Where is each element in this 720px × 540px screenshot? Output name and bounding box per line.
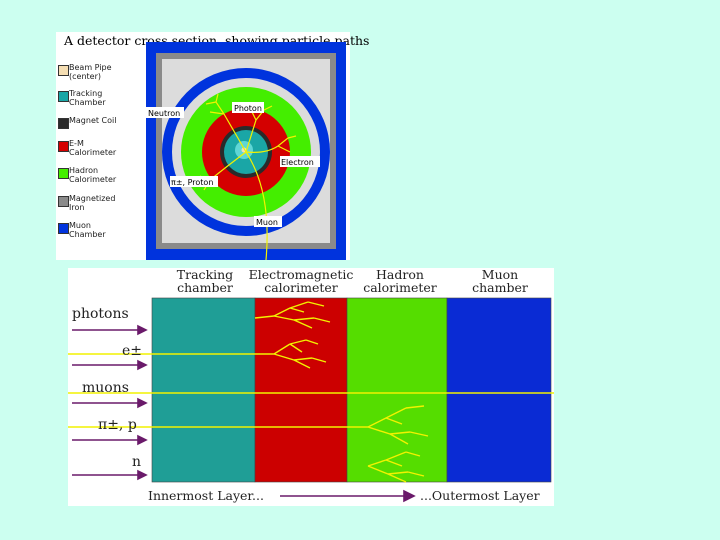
legend-item-magnet-coil: Magnet Coil [56,116,126,144]
electron-label: Electron [281,158,314,167]
column-header-line1: Tracking [176,267,234,282]
legend-sublabel: Chamber [69,230,106,239]
neutron-label: Neutron [148,109,180,118]
legend-swatch [58,141,69,152]
pion-proton-label: π±, Proton [171,178,213,187]
legend-label: Magnet Coil [69,116,117,125]
outermost-layer-label: ...Outermost Layer [420,488,540,503]
row-label-pions-protons: π±, p [98,417,137,433]
legend-swatch [58,91,69,102]
photon-label: Photon [234,104,262,113]
innermost-layer-label: Innermost Layer... [148,488,264,503]
legend-label: Muon [69,221,91,230]
column-header-tracking: Tracking chamber [152,268,258,294]
detector-drawing: Neutron Photon Electron π±, Proton Muon [146,42,346,260]
electron-track [245,135,297,153]
legend-item-tracking-chamber: Tracking Chamber [56,89,126,117]
legend-label: Tracking [69,89,103,98]
legend-label: Beam Pipe [69,63,112,72]
legend-sublabel: Iron [69,203,85,212]
legend-swatch [58,168,69,179]
tracking-chamber-column [151,297,256,483]
neutron-shower [367,451,425,483]
row-label-muons: muons [82,380,129,396]
column-header-line2: calorimeter [363,280,437,295]
legend-swatch [58,223,69,234]
legend-item-hadron-calorimeter: Hadron Calorimeter [56,166,126,194]
photon-track [245,105,273,153]
hadron-calorimeter-column [346,297,448,483]
column-header-hadron: Hadron calorimeter [350,268,450,294]
legend-item-magnetized-iron: Magnetized Iron [56,194,126,222]
legend-sublabel: (center) [69,72,101,81]
legend-label: Hadron [69,166,99,175]
legend-item-em-calorimeter: E-M Calorimeter [56,139,126,167]
legend-sublabel: Calorimeter [69,148,117,157]
legend-swatch [58,196,69,207]
column-header-line2: chamber [177,280,233,295]
electron-shower [68,339,327,369]
legend-sublabel: Calorimeter [69,175,117,184]
muon-chamber-column [446,297,552,483]
muon-track [245,151,268,260]
column-header-line1: Hadron [376,267,424,282]
legend-label: Magnetized [69,194,116,203]
column-header-line1: Electromagnetic [248,267,354,282]
column-header-muon: Muon chamber [450,268,550,294]
muon-label: Muon [256,218,278,227]
neutron-track [205,93,247,153]
legend-swatch [58,65,69,76]
legend-sublabel: Chamber [69,98,106,107]
column-header-em: Electromagnetic calorimeter [246,268,356,294]
legend-swatch [58,118,69,129]
legend-label: E-M [69,139,84,148]
column-header-line1: Muon [481,267,519,282]
legend-item-beam-pipe: Beam Pipe (center) [56,63,126,91]
row-label-electrons: e± [122,343,143,359]
pion-shower [68,405,429,445]
detector-layers-panel: Tracking chamber Electromagnetic calorim… [68,268,554,506]
column-header-line2: chamber [472,280,528,295]
incoming-arrows [72,324,416,503]
photon-shower [254,301,331,329]
particle-tracks [68,301,554,483]
row-label-photons: photons [72,306,129,322]
detector-cross-section-panel: A detector cross section, showing partic… [56,32,369,260]
em-calorimeter-column [254,297,348,483]
legend-item-muon-chamber: Muon Chamber [56,221,126,249]
row-label-neutrons: n [132,454,142,470]
layer-diagram [68,297,554,503]
column-header-line2: calorimeter [264,280,338,295]
